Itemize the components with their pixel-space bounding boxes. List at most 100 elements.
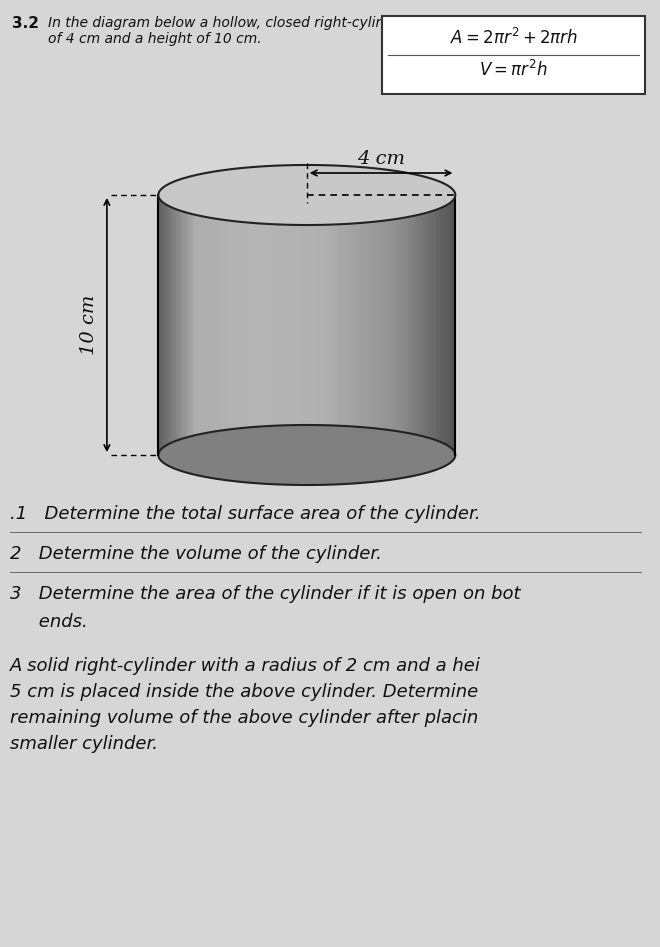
Bar [298, 195, 302, 455]
Bar [295, 195, 300, 455]
Text: 5 cm is placed inside the above cylinder. Determine: 5 cm is placed inside the above cylinder… [10, 683, 478, 701]
Bar [214, 195, 219, 455]
Text: .1   Determine the total surface area of the cylinder.: .1 Determine the total surface area of t… [10, 505, 480, 523]
Bar [185, 195, 189, 455]
Bar [289, 195, 294, 455]
Bar [292, 195, 296, 455]
Bar [283, 195, 288, 455]
Text: 3.2: 3.2 [12, 16, 39, 31]
Text: In the diagram below a hollow, closed right-cylinder has a radius
of 4 cm and a : In the diagram below a hollow, closed ri… [48, 16, 496, 46]
Text: 3   Determine the area of the cylinder if it is open on bot: 3 Determine the area of the cylinder if … [10, 585, 520, 603]
Bar [182, 195, 187, 455]
Bar [444, 195, 448, 455]
Bar [345, 195, 350, 455]
Bar [226, 195, 231, 455]
Bar [337, 195, 341, 455]
Bar [405, 195, 409, 455]
Polygon shape [158, 165, 455, 225]
Bar [307, 195, 312, 455]
Bar [396, 195, 401, 455]
Bar [384, 195, 389, 455]
Bar [256, 195, 261, 455]
Bar [218, 195, 222, 455]
Bar [191, 195, 195, 455]
Text: smaller cylinder.: smaller cylinder. [10, 735, 158, 753]
Bar [220, 195, 225, 455]
Bar [416, 195, 421, 455]
Bar [164, 195, 169, 455]
Bar [280, 195, 284, 455]
Bar [327, 195, 332, 455]
Bar [446, 195, 451, 455]
Bar [232, 195, 237, 455]
Bar [274, 195, 279, 455]
Bar [434, 195, 439, 455]
Polygon shape [158, 425, 455, 485]
Bar [238, 195, 243, 455]
Bar [158, 195, 163, 455]
Bar [420, 195, 424, 455]
Bar [343, 195, 347, 455]
Bar [265, 195, 270, 455]
Bar [209, 195, 213, 455]
Bar [452, 195, 457, 455]
Bar [399, 195, 403, 455]
Bar [321, 195, 326, 455]
Bar [176, 195, 181, 455]
Bar [375, 195, 379, 455]
Bar [366, 195, 371, 455]
Bar [372, 195, 377, 455]
Bar [387, 195, 391, 455]
Bar [200, 195, 205, 455]
Bar [197, 195, 201, 455]
Bar [393, 195, 397, 455]
Bar [426, 195, 430, 455]
Bar [167, 195, 172, 455]
Bar [432, 195, 436, 455]
Bar [449, 195, 454, 455]
Bar [313, 195, 317, 455]
Bar [402, 195, 407, 455]
Bar [286, 195, 290, 455]
Bar [408, 195, 412, 455]
Bar [301, 195, 306, 455]
Text: A solid right-cylinder with a radius of 2 cm and a hei: A solid right-cylinder with a radius of … [10, 657, 480, 675]
Bar [188, 195, 193, 455]
Bar [259, 195, 264, 455]
Bar [411, 195, 415, 455]
Bar [271, 195, 276, 455]
Bar [203, 195, 207, 455]
Bar [390, 195, 395, 455]
Text: 2   Determine the volume of the cylinder.: 2 Determine the volume of the cylinder. [10, 545, 381, 563]
Bar [194, 195, 199, 455]
Bar [378, 195, 383, 455]
Bar [236, 195, 240, 455]
Bar [230, 195, 234, 455]
Bar [250, 195, 255, 455]
Bar [244, 195, 249, 455]
Bar [438, 195, 442, 455]
Text: $A = 2\pi r^2 + 2\pi rh$: $A = 2\pi r^2 + 2\pi rh$ [449, 28, 578, 48]
Bar [268, 195, 273, 455]
Bar [351, 195, 356, 455]
Bar [369, 195, 374, 455]
Bar [357, 195, 362, 455]
Text: ends.: ends. [10, 613, 88, 631]
Bar [333, 195, 338, 455]
Bar [179, 195, 183, 455]
Bar [414, 195, 418, 455]
Bar [170, 195, 175, 455]
Bar [277, 195, 282, 455]
Bar [363, 195, 368, 455]
Bar [348, 195, 353, 455]
Bar [360, 195, 365, 455]
Bar [248, 195, 252, 455]
Bar [428, 195, 433, 455]
Bar [212, 195, 216, 455]
Text: remaining volume of the above cylinder after placin: remaining volume of the above cylinder a… [10, 709, 478, 727]
Bar [242, 195, 246, 455]
Bar [206, 195, 211, 455]
Bar [262, 195, 267, 455]
Bar [422, 195, 427, 455]
Bar [173, 195, 178, 455]
